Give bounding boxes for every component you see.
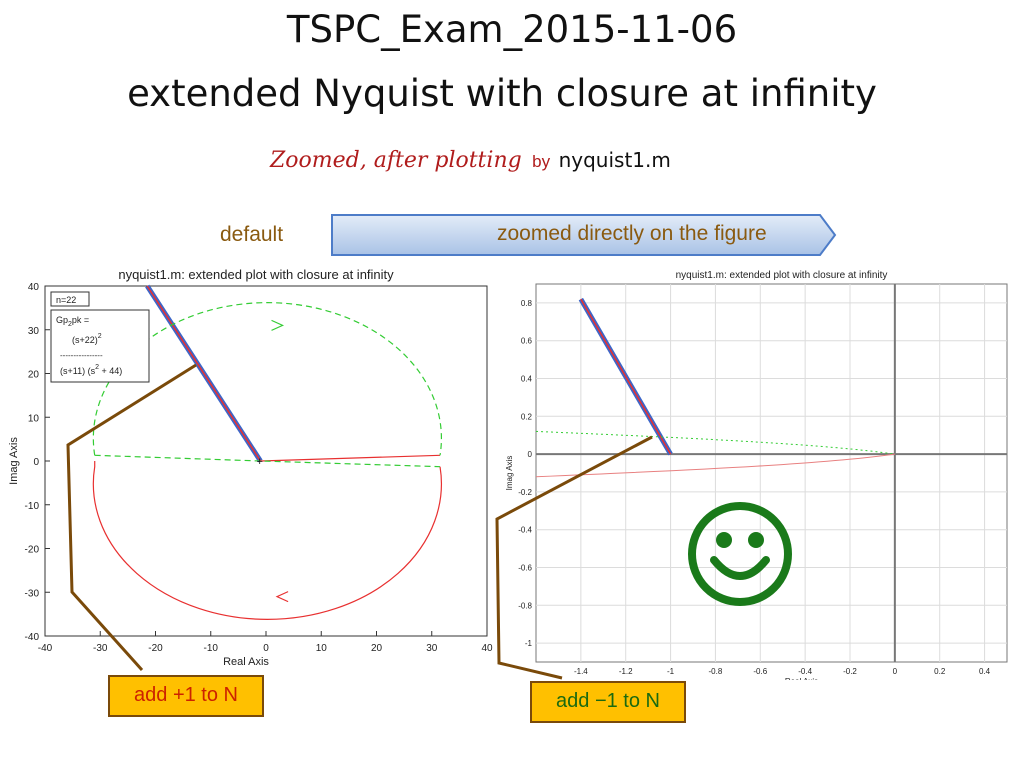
y-axis-label: Imag Axis xyxy=(505,456,514,491)
y-tick-label: 30 xyxy=(28,326,40,337)
zoom-arrow-banner: zoomed directly on the figure xyxy=(330,211,838,259)
y-tick-label: 0.8 xyxy=(521,299,533,308)
tf-fraction-bar: ---------------- xyxy=(60,351,103,360)
y-tick-label: -10 xyxy=(25,501,40,512)
slide-title-line2: extended Nyquist with closure at infinit… xyxy=(127,72,877,115)
y-tick-label: -40 xyxy=(25,632,40,643)
left-plot-svg: nyquist1.m: extended plot with closure a… xyxy=(8,267,493,668)
subtitle: Zoomed, after plotting by nyquist1.m xyxy=(270,148,790,173)
x-tick-label: -1 xyxy=(667,667,675,676)
subtitle-italic: Zoomed, after plotting xyxy=(270,148,522,173)
x-tick-label: 30 xyxy=(426,643,438,654)
tf-subscript: 2 xyxy=(68,321,72,328)
y-tick-label: 40 xyxy=(28,282,40,293)
right-nyquist-plot: nyquist1.m: extended plot with closure a… xyxy=(494,266,1009,686)
subtitle-file: nyquist1.m xyxy=(558,148,671,172)
y-tick-label: -0.2 xyxy=(518,488,532,497)
red-line-series xyxy=(580,298,672,455)
y-tick-label: -1 xyxy=(525,639,533,648)
red-segment-series xyxy=(260,454,441,462)
plot-title: nyquist1.m: extended plot with closure a… xyxy=(118,267,394,282)
red-arc-arrowhead xyxy=(275,591,289,603)
x-tick-label: 0.2 xyxy=(934,667,946,676)
x-tick-label: -0.2 xyxy=(843,667,857,676)
origin-marker: + xyxy=(256,456,262,468)
x-tick-label: -0.6 xyxy=(753,667,767,676)
tf-name: Gp2pk = xyxy=(56,315,89,328)
x-tick-label: -30 xyxy=(93,643,108,654)
tf-numerator-exp: 2 xyxy=(98,333,102,340)
y-tick-label: 0 xyxy=(33,457,39,468)
default-label: default xyxy=(220,223,284,246)
y-tick-label: 0.6 xyxy=(521,337,533,346)
y-tick-label: 20 xyxy=(28,370,40,381)
tf-denominator-tail: + 44) xyxy=(99,366,122,376)
tf-denominator: (s+11) (s2 + 44) xyxy=(60,364,122,376)
x-tick-label: -20 xyxy=(148,643,163,654)
n-label-box xyxy=(50,291,90,307)
smiley-face-icon xyxy=(686,500,794,608)
y-axis-label: Imag Axis xyxy=(8,437,20,485)
right-plot-svg: nyquist1.m: extended plot with closure a… xyxy=(505,270,1008,686)
x-axis-label: Real Axis xyxy=(223,656,269,667)
x-tick-label: 0 xyxy=(263,643,269,654)
right-arrow-banner-icon xyxy=(331,214,837,256)
subtitle-by: by xyxy=(532,152,551,171)
x-tick-label: -40 xyxy=(38,643,53,654)
x-tick-label: 40 xyxy=(481,643,493,654)
slide-title-line1: TSPC_Exam_2015-11-06 xyxy=(286,8,738,51)
x-tick-label: -0.4 xyxy=(798,667,812,676)
y-tick-label: 0 xyxy=(528,450,533,459)
red-line-series xyxy=(146,285,262,462)
arrow-label: zoomed directly on the figure xyxy=(497,222,767,245)
y-tick-label: -0.8 xyxy=(518,601,532,610)
x-tick-label: -0.8 xyxy=(709,667,723,676)
x-axis-label: Real Axis xyxy=(785,677,818,680)
x-tick-label: -1.2 xyxy=(619,667,633,676)
plot-title: nyquist1.m: extended plot with closure a… xyxy=(676,270,888,281)
x-tick-label: 10 xyxy=(316,643,328,654)
y-tick-label: -20 xyxy=(25,545,40,556)
left-nyquist-plot: nyquist1.m: extended plot with closure a… xyxy=(0,262,500,668)
y-tick-label: -0.4 xyxy=(518,526,532,535)
x-tick-label: 0 xyxy=(893,667,898,676)
x-tick-label: 0.4 xyxy=(979,667,991,676)
green-arc-arrowhead xyxy=(271,319,285,331)
callout-add-plus-one: add +1 to N xyxy=(108,675,264,717)
tf-name-suffix: pk = xyxy=(72,315,89,325)
callout-add-minus-one: add −1 to N xyxy=(530,681,686,723)
y-tick-label: 0.2 xyxy=(521,412,533,421)
x-tick-label: 20 xyxy=(371,643,383,654)
tf-numerator: (s+22)2 xyxy=(72,333,102,345)
green-dotted-series xyxy=(535,430,895,455)
y-tick-label: -0.6 xyxy=(518,564,532,573)
x-tick-label: -10 xyxy=(204,643,219,654)
y-tick-label: 0.4 xyxy=(521,375,533,384)
y-tick-label: -30 xyxy=(25,588,40,599)
x-tick-label: -1.4 xyxy=(574,667,588,676)
n-label: n=22 xyxy=(56,295,76,305)
y-tick-label: 10 xyxy=(28,413,40,424)
